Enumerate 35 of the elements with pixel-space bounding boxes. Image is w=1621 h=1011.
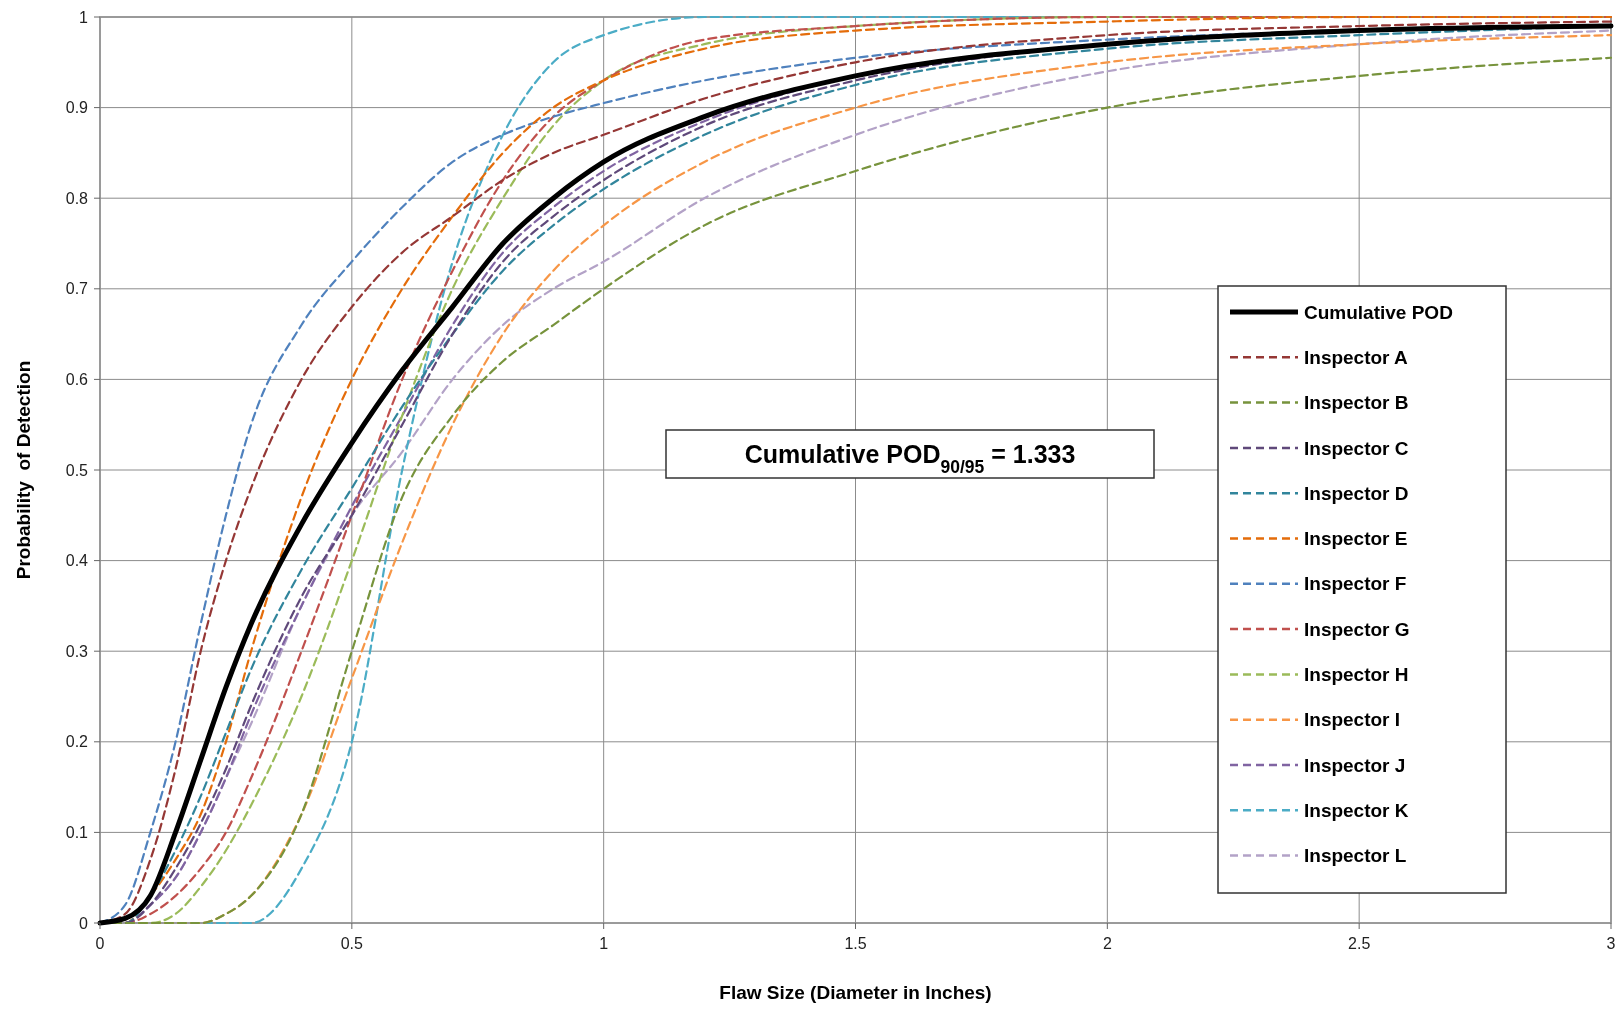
y-tick-label: 0.8: [65, 189, 89, 207]
y-axis-title: Probability of Detection: [13, 360, 34, 580]
y-tick-label: 0: [79, 914, 89, 932]
y-tick-label: 0.6: [65, 371, 89, 388]
y-tick-label: 0.9: [65, 99, 89, 117]
y-tick-label: 0.1: [65, 824, 89, 841]
legend-label: Inspector G: [1304, 618, 1410, 640]
y-tick-label: 0.4: [65, 552, 89, 570]
y-tick-label: 0.5: [65, 461, 89, 479]
legend-label: Inspector D: [1304, 482, 1409, 504]
x-tick-label: 1: [599, 935, 609, 952]
x-tick-label: 0: [95, 935, 105, 952]
legend-label: Inspector K: [1304, 799, 1409, 821]
legend-label: Inspector F: [1304, 573, 1407, 595]
legend-label: Inspector L: [1304, 845, 1407, 867]
x-tick-label: 2: [1102, 935, 1112, 952]
x-tick-label: 2.5: [1348, 935, 1371, 952]
note-box: Cumulative POD$_{90/95}$ = 1.333: [665, 429, 1155, 479]
y-tick-label: 0.3: [65, 642, 89, 660]
x-tick-label: 1.5: [844, 935, 867, 952]
x-tick-label: 3: [1606, 935, 1616, 952]
legend-label: Inspector I: [1304, 709, 1401, 731]
legend-label: Inspector J: [1304, 754, 1406, 776]
y-tick-label: 1: [79, 8, 89, 26]
legend-label: Inspector C: [1304, 437, 1409, 459]
legend-label: Inspector B: [1304, 392, 1409, 414]
legend-label: Inspector A: [1304, 346, 1409, 368]
x-tick-label: 0.5: [340, 935, 364, 952]
legend-label: Cumulative POD: [1304, 301, 1453, 323]
x-axis-title: Flaw Size (Diameter in Inches): [719, 982, 992, 1003]
y-tick-label: 0.2: [65, 733, 89, 751]
y-tick-label: 0.7: [65, 280, 89, 298]
legend-label: Inspector E: [1304, 528, 1408, 550]
annotation: Cumulative POD$_{90/95}$ = 1.333: [744, 440, 1076, 477]
legend-label: Inspector H: [1304, 664, 1409, 686]
